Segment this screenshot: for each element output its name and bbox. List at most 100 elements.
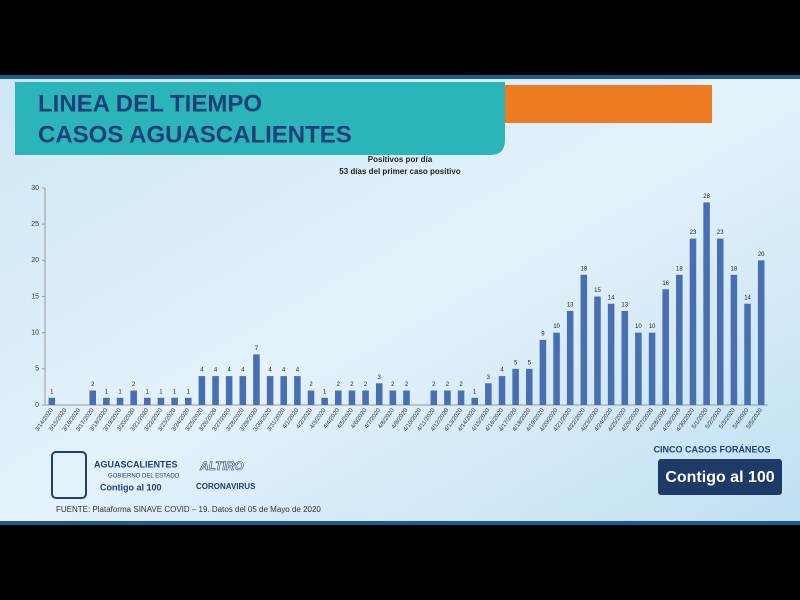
state-shield (51, 451, 87, 499)
bar (457, 390, 465, 405)
bar (307, 390, 315, 405)
value-label: 2 (432, 382, 436, 388)
value-label: 2 (391, 382, 395, 388)
y-tick-label: 25 (31, 221, 39, 228)
value-label: 14 (744, 295, 751, 301)
y-tick-label: 30 (31, 185, 39, 192)
value-label: 2 (337, 382, 341, 388)
bar (621, 310, 629, 405)
value-label: 1 (323, 389, 327, 395)
logo-state-sub: GOBIERNO DEL ESTADO (108, 474, 180, 480)
value-label: 3 (378, 375, 382, 381)
bar (89, 390, 97, 405)
bar (48, 397, 56, 405)
value-label: 2 (364, 382, 368, 388)
bar (184, 397, 192, 405)
value-label: 2 (446, 382, 450, 388)
value-label: 4 (241, 368, 245, 374)
bar (403, 390, 410, 405)
y-tick-label: 15 (31, 293, 39, 300)
value-label: 16 (662, 281, 669, 287)
value-label: 4 (282, 368, 286, 374)
logo-campaign: ALTIRO (199, 459, 244, 473)
bottom-band (0, 521, 800, 525)
logo-campaign-sub: CORONAVIRUS (196, 482, 256, 491)
bar (716, 238, 724, 405)
value-label: 23 (690, 230, 697, 236)
value-label: 4 (500, 368, 504, 374)
title-line: CASOS AGUASCALIENTES (38, 121, 352, 148)
value-label: 1 (146, 389, 150, 395)
bar (239, 376, 247, 405)
bar (294, 376, 301, 405)
badge-box (658, 459, 782, 495)
bar (662, 289, 669, 405)
bar (525, 368, 533, 405)
title-banner (15, 82, 505, 155)
bar (566, 310, 574, 405)
bar (757, 260, 765, 405)
value-label: 5 (528, 360, 532, 366)
bar (280, 376, 288, 405)
bar (225, 376, 233, 405)
y-tick-label: 10 (31, 330, 39, 337)
value-label: 4 (200, 368, 204, 374)
value-label: 23 (717, 230, 724, 236)
value-label: 4 (214, 368, 218, 374)
bar (144, 397, 151, 405)
value-label: 28 (703, 194, 710, 200)
bar (266, 376, 274, 405)
badge: Contigo al 100 (665, 469, 774, 486)
value-label: 4 (296, 368, 300, 374)
value-label: 1 (473, 389, 477, 395)
value-label: 2 (132, 382, 136, 388)
bar (498, 376, 506, 405)
title-line: LINEA DEL TIEMPO (38, 90, 262, 117)
value-label: 1 (159, 389, 163, 395)
value-label: 10 (635, 324, 642, 330)
value-label: 10 (553, 324, 560, 330)
bar (335, 390, 342, 405)
value-label: 2 (405, 382, 409, 388)
bar (730, 274, 738, 405)
y-tick-label: 20 (31, 257, 39, 264)
note: CINCO CASOS FORÁNEOS (653, 444, 770, 454)
chart-subtitle: 53 días del primer caso positivo (339, 167, 460, 176)
value-label: 7 (255, 346, 259, 352)
value-label: 18 (580, 266, 587, 272)
value-label: 5 (514, 360, 518, 366)
bar (471, 397, 478, 405)
bar (580, 274, 588, 405)
bar (253, 354, 260, 405)
bar (321, 397, 328, 405)
source: FUENTE: Plataforma SINAVE COVID – 19. Da… (56, 505, 321, 514)
value-label: 18 (676, 266, 683, 272)
value-label: 4 (227, 368, 231, 374)
top-band (0, 75, 800, 79)
bar (689, 238, 697, 405)
bar (430, 390, 438, 405)
bar (676, 274, 683, 405)
bar (703, 202, 710, 405)
value-label: 1 (187, 389, 191, 395)
orange-band (500, 85, 712, 123)
value-label: 2 (91, 382, 95, 388)
bar (171, 397, 178, 405)
value-label: 9 (541, 331, 545, 337)
bar (594, 296, 601, 405)
bar (362, 390, 369, 405)
value-label: 18 (731, 266, 738, 272)
value-label: 4 (268, 368, 272, 374)
value-label: 1 (105, 389, 109, 395)
logo-slogan: Contigo al 100 (100, 482, 162, 492)
value-label: 10 (649, 324, 656, 330)
bar (444, 390, 451, 405)
chart-title: Positivos por día (368, 155, 433, 164)
bar (116, 397, 124, 405)
value-label: 14 (608, 295, 615, 301)
bar (130, 390, 137, 405)
bar (539, 339, 547, 405)
value-label: 15 (594, 288, 601, 294)
value-label: 1 (173, 389, 177, 395)
bar (375, 383, 383, 405)
